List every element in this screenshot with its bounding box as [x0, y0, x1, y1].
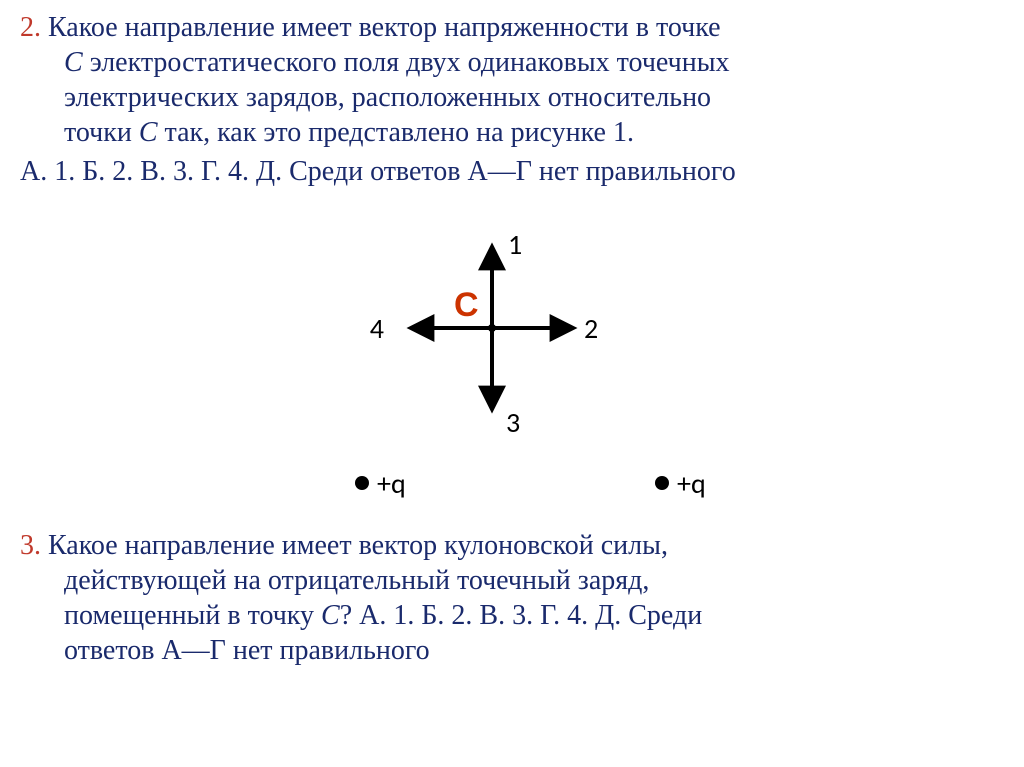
question-3: 3. Какое направление имеет вектор кулоно… — [20, 528, 1004, 668]
label-3: 3 — [506, 405, 520, 440]
question-2: 2. Какое направление имеет вектор напряж… — [20, 10, 1004, 150]
q2-number: 2. — [20, 12, 41, 43]
label-c: C — [454, 286, 479, 324]
q2-answers: А. 1. Б. 2. В. 3. Г. 4. Д. Среди ответов… — [20, 156, 1004, 188]
q3-line2: действующей на отрицательный точечный за… — [64, 565, 649, 596]
q2-line4a: точки — [64, 117, 139, 148]
q3-number: 3. — [20, 530, 41, 561]
q2-C1: C — [64, 47, 83, 78]
q3-line1: Какое направление имеет вектор кулоновск… — [48, 530, 668, 561]
label-4: 4 — [370, 311, 384, 346]
q2-line1: Какое направление имеет вектор напряженн… — [48, 12, 721, 43]
q2-line3: электрических зарядов, расположенных отн… — [64, 82, 711, 113]
charge-right-label: +q — [677, 466, 706, 501]
label-1: 1 — [508, 227, 522, 262]
q2-line4b: так, как это представлено на рисунке 1. — [158, 117, 634, 148]
q2-line2: электростатического поля двух одинаковых… — [83, 47, 730, 78]
q3-line3b: ? А. 1. Б. 2. В. 3. Г. 4. Д. Среди — [340, 600, 703, 631]
label-2: 2 — [584, 311, 598, 346]
q3-C: C — [321, 600, 340, 631]
charge-right-dot — [655, 476, 669, 490]
q3-line4: ответов А—Г нет правильного — [64, 635, 430, 666]
q2-C2: C — [139, 117, 158, 148]
charge-left-label: +q — [377, 466, 406, 501]
center-point — [488, 324, 496, 332]
figure-1: 1 2 3 4 C +q +q — [20, 198, 1004, 508]
q3-line3a: помещенный в точку — [64, 600, 321, 631]
charge-left-dot — [355, 476, 369, 490]
diagram-svg: 1 2 3 4 C +q +q — [232, 198, 792, 508]
